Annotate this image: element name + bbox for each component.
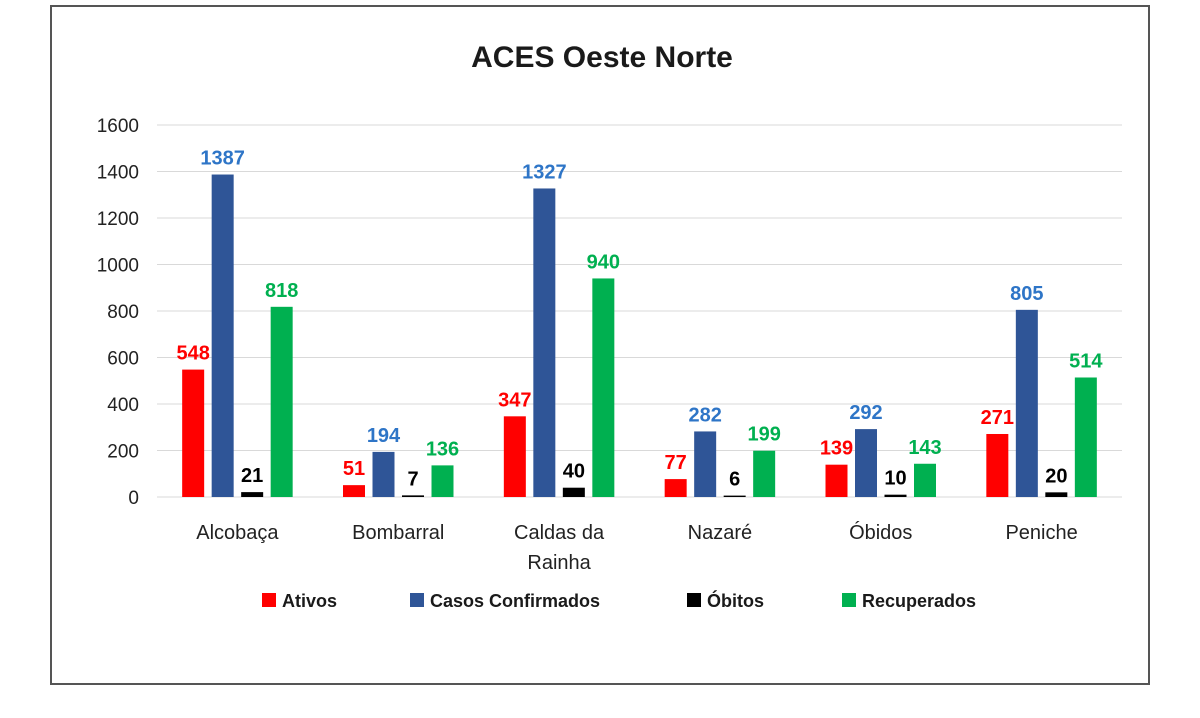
data-label-recuperados-obidos: 143 bbox=[908, 437, 941, 459]
bar-recuperados-obidos bbox=[914, 463, 936, 497]
data-label-recuperados-caldas-da-rainha: 940 bbox=[587, 251, 620, 273]
data-label-ativos-peniche: 271 bbox=[981, 407, 1014, 429]
data-label-obitos-peniche: 20 bbox=[1045, 465, 1067, 487]
y-tick-label: 1000 bbox=[97, 256, 139, 277]
data-label-casos-confirmados-bombarral: 194 bbox=[367, 425, 401, 447]
bar-ativos-bombarral bbox=[343, 485, 365, 497]
bar-recuperados-caldas-da-rainha bbox=[592, 278, 615, 497]
bar-casos-confirmados-nazare bbox=[694, 431, 717, 497]
bar-obitos-peniche bbox=[1045, 492, 1068, 497]
x-tick-label-bombarral: Bombarral bbox=[352, 522, 444, 544]
bar-obitos-bombarral bbox=[402, 495, 424, 497]
legend-label-ativos: Ativos bbox=[282, 591, 337, 611]
x-tick-label-peniche: Peniche bbox=[1005, 522, 1077, 544]
bar-ativos-nazare bbox=[664, 479, 687, 497]
x-tick-label-nazare: Nazaré bbox=[688, 522, 752, 544]
data-label-recuperados-alcobaca: 818 bbox=[265, 280, 298, 302]
data-label-obitos-obidos: 10 bbox=[884, 468, 906, 490]
bar-obitos-caldas-da-rainha bbox=[562, 487, 585, 497]
data-label-ativos-bombarral: 51 bbox=[343, 458, 365, 480]
legend-swatch-ativos bbox=[262, 593, 276, 607]
data-label-obitos-alcobaca: 21 bbox=[241, 465, 263, 487]
data-label-casos-confirmados-obidos: 292 bbox=[849, 402, 882, 424]
y-tick-label: 0 bbox=[128, 488, 139, 509]
data-label-recuperados-nazare: 199 bbox=[747, 424, 780, 446]
y-tick-label: 1600 bbox=[97, 116, 139, 137]
y-tick-label: 1400 bbox=[97, 163, 139, 184]
bar-casos-confirmados-peniche bbox=[1015, 309, 1038, 497]
data-label-casos-confirmados-alcobaca: 1387 bbox=[200, 148, 245, 170]
data-label-recuperados-peniche: 514 bbox=[1069, 350, 1103, 372]
y-axis-ticks: 0 200 400 600 800 1000 1200 1400 1600 bbox=[97, 116, 139, 509]
x-tick-label-alcobaca: Alcobaça bbox=[196, 522, 279, 544]
legend-swatch-obitos bbox=[687, 593, 701, 607]
bar-ativos-obidos bbox=[825, 464, 848, 497]
bar-recuperados-peniche bbox=[1074, 377, 1097, 497]
bar-recuperados-nazare bbox=[753, 450, 776, 497]
legend-swatch-recuperados bbox=[842, 593, 856, 607]
y-tick-label: 400 bbox=[107, 395, 139, 416]
data-label-obitos-caldas-da-rainha: 40 bbox=[563, 461, 585, 483]
y-tick-label: 1200 bbox=[97, 209, 139, 230]
chart-frame: ACES Oeste Norte 0 200 400 600 800 1000 1200 14… bbox=[50, 5, 1150, 685]
bar-recuperados-bombarral bbox=[431, 465, 454, 497]
bar-ativos-alcobaca bbox=[182, 369, 205, 497]
data-label-ativos-alcobaca: 548 bbox=[176, 343, 209, 365]
legend-swatch-casos-confirmados bbox=[410, 593, 424, 607]
y-tick-label: 200 bbox=[107, 442, 139, 463]
bar-recuperados-alcobaca bbox=[270, 306, 293, 497]
data-label-ativos-caldas-da-rainha: 347 bbox=[498, 389, 531, 411]
y-tick-label: 600 bbox=[107, 349, 139, 370]
legend-label-obitos: Óbitos bbox=[707, 590, 764, 611]
bar-obitos-alcobaca bbox=[241, 492, 264, 497]
legend-label-recuperados: Recuperados bbox=[862, 591, 976, 611]
bar-ativos-peniche bbox=[986, 433, 1009, 497]
bar-obitos-obidos bbox=[884, 494, 907, 497]
x-tick-label-obidos: Óbidos bbox=[849, 521, 912, 544]
data-label-ativos-nazare: 77 bbox=[665, 452, 687, 474]
gridlines bbox=[157, 124, 1122, 498]
bars bbox=[182, 174, 1097, 497]
y-tick-label: 800 bbox=[107, 302, 139, 323]
bar-ativos-caldas-da-rainha bbox=[503, 416, 526, 497]
x-tick-label-caldas-da-rainha: Caldas da Rainha bbox=[514, 522, 605, 574]
chart-title: ACES Oeste Norte bbox=[471, 41, 733, 74]
data-label-ativos-obidos: 139 bbox=[820, 438, 853, 460]
data-label-obitos-bombarral: 7 bbox=[407, 468, 418, 490]
legend-label-casos-confirmados: Casos Confirmados bbox=[430, 591, 600, 611]
data-label-casos-confirmados-nazare: 282 bbox=[688, 404, 721, 426]
bar-casos-confirmados-obidos bbox=[855, 429, 877, 497]
x-axis-ticks: Alcobaça Bombarral Caldas da Rainha Nazaré Ób… bbox=[196, 521, 1077, 574]
bar-chart: ACES Oeste Norte 0 200 400 600 800 1000 1200 14… bbox=[97, 41, 1122, 611]
bar-casos-confirmados-caldas-da-rainha bbox=[533, 188, 556, 497]
data-label-recuperados-bombarral: 136 bbox=[426, 438, 459, 460]
legend: Ativos Casos Confirmados Óbitos Recuperados bbox=[262, 590, 976, 611]
bar-casos-confirmados-bombarral bbox=[372, 451, 395, 497]
data-label-obitos-nazare: 6 bbox=[729, 469, 740, 491]
bar-obitos-nazare bbox=[723, 495, 746, 497]
data-label-casos-confirmados-peniche: 805 bbox=[1010, 283, 1043, 305]
bar-casos-confirmados-alcobaca bbox=[211, 174, 234, 497]
data-label-casos-confirmados-caldas-da-rainha: 1327 bbox=[522, 161, 567, 183]
